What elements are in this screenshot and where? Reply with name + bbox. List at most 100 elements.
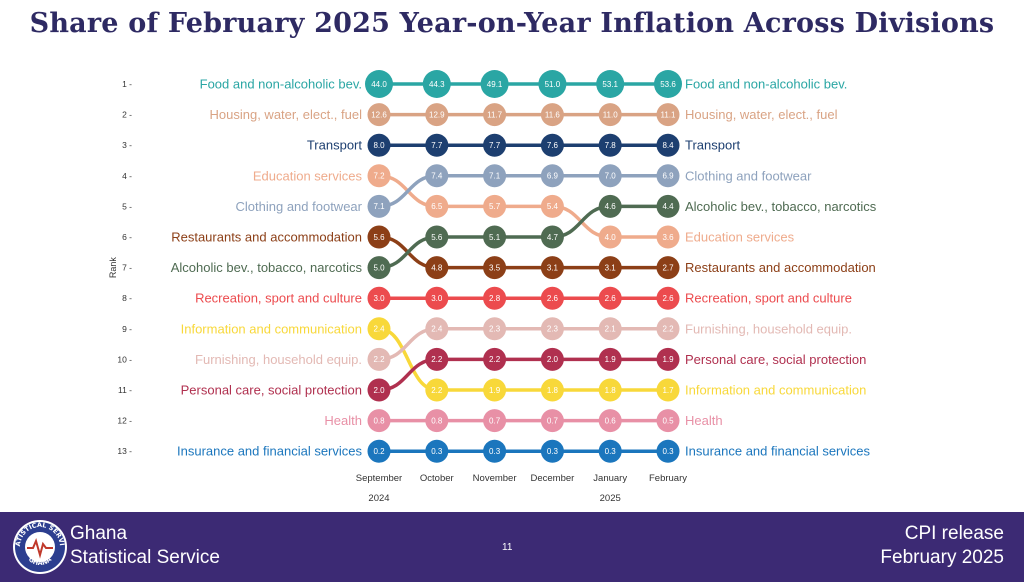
data-point-recreation-sport-and-culture — [483, 286, 507, 310]
data-label: 0.5 — [662, 416, 674, 425]
data-point-food-and-non-alcoholic-bev — [422, 70, 451, 98]
data-label: 12.6 — [371, 110, 387, 119]
data-point-restaurants-and-accommodation — [598, 256, 622, 280]
data-label: 5.6 — [373, 233, 385, 242]
data-label: 2.6 — [547, 294, 559, 303]
data-point-furnishing-household-equip — [656, 317, 680, 341]
data-label: 7.7 — [489, 141, 501, 150]
data-point-food-and-non-alcoholic-bev — [538, 70, 567, 98]
data-label: 11.7 — [487, 110, 503, 119]
data-point-personal-care-social-protection — [540, 347, 564, 371]
data-point-health — [483, 409, 507, 433]
data-point-furnishing-household-equip — [540, 317, 564, 341]
data-point-clothing-and-footwear — [425, 164, 449, 188]
data-label: 3.6 — [662, 233, 674, 242]
data-point-health — [425, 409, 449, 433]
data-point-transport — [598, 133, 622, 157]
data-point-housing-water-elect-fuel — [540, 103, 564, 127]
data-point-housing-water-elect-fuel — [656, 103, 680, 127]
series-label-right: Clothing and footwear — [685, 168, 812, 183]
rank-tick-label: 10 - — [117, 354, 132, 364]
data-point-recreation-sport-and-culture — [540, 286, 564, 310]
series-label-left: Transport — [307, 138, 363, 153]
data-label: 51.0 — [545, 80, 561, 89]
data-label: 2.6 — [605, 294, 617, 303]
series-label-right: Alcoholic bev., tobacco, narcotics — [685, 199, 877, 214]
data-label: 11.6 — [545, 110, 561, 119]
year-label: 2025 — [600, 493, 621, 504]
data-point-recreation-sport-and-culture — [656, 286, 680, 310]
data-label: 2.4 — [431, 325, 443, 334]
data-point-clothing-and-footwear — [598, 164, 622, 188]
data-point-information-and-communication — [425, 378, 449, 402]
data-label: 12.9 — [429, 110, 445, 119]
data-point-alcoholic-bev-tobacco-narcotics — [425, 225, 449, 249]
rank-tick-label: 8 - — [122, 293, 132, 303]
rank-tick-label: 5 - — [122, 201, 132, 211]
series-label-left: Education services — [253, 168, 363, 183]
series-label-right: Personal care, social protection — [685, 352, 866, 367]
data-label: 4.7 — [547, 233, 559, 242]
data-label: 1.9 — [662, 355, 674, 364]
data-label: 4.4 — [662, 202, 674, 211]
data-label: 6.9 — [662, 172, 674, 181]
page-number: 11 — [502, 542, 513, 553]
data-point-restaurants-and-accommodation — [425, 256, 449, 280]
series-label-right: Transport — [685, 138, 741, 153]
release-line-1: CPI release — [904, 523, 1004, 544]
data-point-education-services — [367, 164, 391, 188]
data-point-transport — [540, 133, 564, 157]
series-label-left: Restaurants and accommodation — [171, 230, 362, 245]
rank-tick-label: 1 - — [122, 79, 132, 89]
data-point-alcoholic-bev-tobacco-narcotics — [656, 194, 680, 218]
data-point-information-and-communication — [367, 317, 391, 341]
data-label: 2.0 — [373, 386, 385, 395]
rank-tick-label: 9 - — [122, 324, 132, 334]
data-point-restaurants-and-accommodation — [656, 256, 680, 280]
month-tick-label: September — [356, 473, 402, 484]
data-point-housing-water-elect-fuel — [367, 103, 391, 127]
svg-text:GHANA: GHANA — [27, 555, 53, 567]
data-label: 6.5 — [431, 202, 443, 211]
data-label: 2.4 — [373, 325, 385, 334]
data-label: 7.1 — [373, 202, 385, 211]
data-point-transport — [425, 133, 449, 157]
rank-tick-label: 11 - — [118, 385, 132, 395]
series-label-right: Food and non-alcoholic bev. — [685, 77, 847, 92]
data-label: 7.7 — [431, 141, 443, 150]
data-label: 53.1 — [602, 80, 618, 89]
data-label: 7.8 — [605, 141, 617, 150]
page-title: Share of February 2025 Year-on-Year Infl… — [29, 8, 995, 39]
series-label-right: Recreation, sport and culture — [685, 291, 852, 306]
data-label: 4.8 — [431, 263, 443, 272]
data-label: 2.2 — [662, 325, 674, 334]
data-label: 5.1 — [489, 233, 501, 242]
series-label-left: Housing, water, elect., fuel — [210, 107, 363, 122]
data-point-alcoholic-bev-tobacco-narcotics — [367, 256, 391, 280]
data-point-education-services — [425, 194, 449, 218]
data-label: 3.0 — [431, 294, 443, 303]
series-label-left: Clothing and footwear — [236, 199, 363, 214]
data-point-clothing-and-footwear — [540, 164, 564, 188]
data-point-food-and-non-alcoholic-bev — [365, 70, 393, 98]
series-label-right: Restaurants and accommodation — [685, 260, 876, 275]
org-line-1: Ghana — [70, 523, 128, 544]
data-label: 1.9 — [489, 386, 501, 395]
data-label: 5.4 — [547, 202, 559, 211]
data-point-personal-care-social-protection — [598, 347, 622, 371]
data-point-alcoholic-bev-tobacco-narcotics — [483, 225, 507, 249]
data-point-education-services — [598, 225, 622, 249]
rank-tick-label: 7 - — [122, 263, 132, 273]
data-point-housing-water-elect-fuel — [598, 103, 622, 127]
data-label: 2.2 — [431, 355, 443, 364]
data-point-alcoholic-bev-tobacco-narcotics — [540, 225, 564, 249]
data-label: 3.1 — [605, 263, 617, 272]
data-point-transport — [367, 133, 391, 157]
rank-tick-label: 12 - — [117, 416, 132, 426]
data-label: 7.1 — [489, 172, 501, 181]
data-point-clothing-and-footwear — [367, 194, 391, 218]
data-label: 0.7 — [547, 416, 559, 425]
data-label: 0.8 — [373, 416, 385, 425]
data-point-clothing-and-footwear — [656, 164, 680, 188]
data-label: 44.3 — [429, 80, 445, 89]
